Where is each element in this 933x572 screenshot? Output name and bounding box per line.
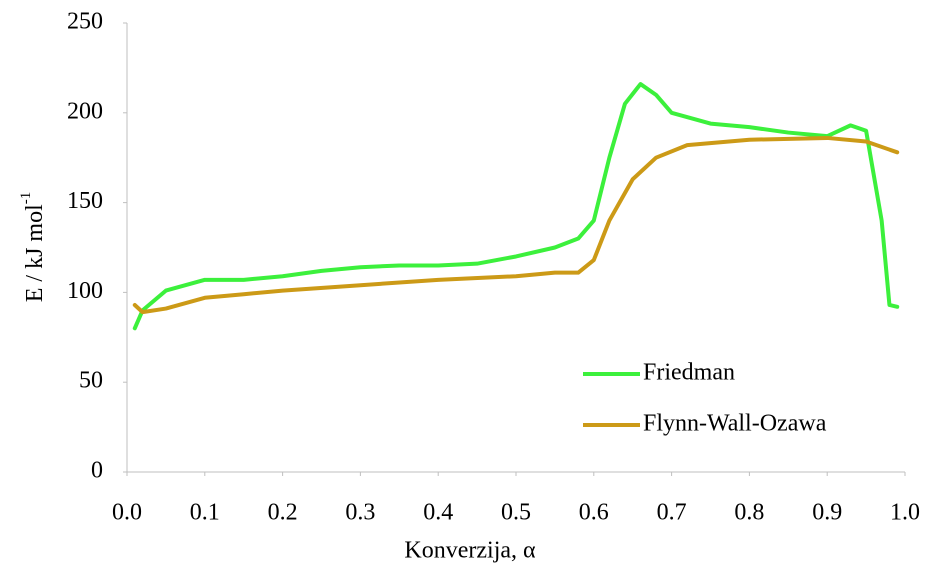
x-tick-label: 0.7 xyxy=(657,500,687,526)
x-tick-label: 0.6 xyxy=(579,500,609,526)
y-tick-label: 200 xyxy=(67,98,103,124)
y-axis-title-base: E / kJ mol xyxy=(22,204,48,302)
legend-label: Flynn-Wall-Ozawa xyxy=(643,411,827,437)
y-tick-label: 0 xyxy=(91,458,103,484)
x-tick-label: 0.1 xyxy=(190,500,220,526)
x-tick-label: 0.2 xyxy=(268,500,298,526)
x-tick-label: 0.5 xyxy=(501,500,531,526)
line-series xyxy=(132,135,900,315)
x-tick-label: 0.0 xyxy=(112,500,142,526)
x-axis-title: Konverzija, α xyxy=(404,538,536,564)
y-axis-title-sup: -1 xyxy=(18,192,34,205)
x-tick-label: 0.9 xyxy=(812,500,842,526)
legend-label: Friedman xyxy=(643,360,735,386)
y-tick-label: 100 xyxy=(67,278,103,304)
x-tick-label: 0.4 xyxy=(423,500,453,526)
x-tick-label: 1.0 xyxy=(890,500,920,526)
line-series xyxy=(132,82,900,331)
y-tick-label: 150 xyxy=(67,188,103,214)
y-tick-label: 50 xyxy=(79,368,103,394)
x-tick-label: 0.3 xyxy=(345,500,375,526)
y-tick-label: 250 xyxy=(67,9,103,35)
x-tick-label: 0.8 xyxy=(734,500,764,526)
y-axis-title: E / kJ mol-1 xyxy=(18,192,47,303)
